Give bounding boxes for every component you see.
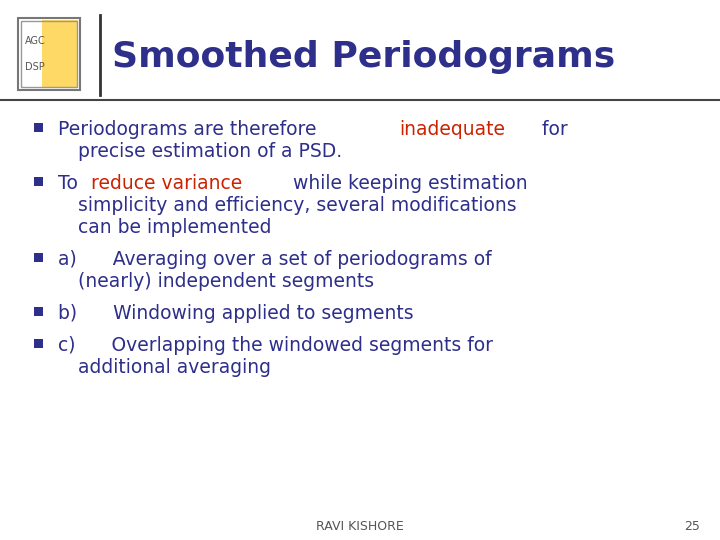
Text: reduce variance: reduce variance xyxy=(91,174,243,193)
Text: while keeping estimation: while keeping estimation xyxy=(287,174,527,193)
Text: Periodograms are therefore: Periodograms are therefore xyxy=(58,120,323,139)
Text: for: for xyxy=(536,120,568,139)
Text: precise estimation of a PSD.: precise estimation of a PSD. xyxy=(78,142,342,161)
Text: To: To xyxy=(58,174,84,193)
Text: 25: 25 xyxy=(684,519,700,532)
Text: a)      Averaging over a set of periodograms of: a) Averaging over a set of periodograms … xyxy=(58,250,492,269)
FancyBboxPatch shape xyxy=(42,20,78,88)
Text: Smoothed Periodograms: Smoothed Periodograms xyxy=(112,40,616,74)
FancyBboxPatch shape xyxy=(34,307,42,316)
Text: simplicity and efficiency, several modifications: simplicity and efficiency, several modif… xyxy=(78,196,517,215)
FancyBboxPatch shape xyxy=(34,339,42,348)
Text: additional averaging: additional averaging xyxy=(78,358,271,377)
Text: c)      Overlapping the windowed segments for: c) Overlapping the windowed segments for xyxy=(58,336,493,355)
FancyBboxPatch shape xyxy=(34,123,42,132)
Text: b)      Windowing applied to segments: b) Windowing applied to segments xyxy=(58,304,413,323)
Text: can be implemented: can be implemented xyxy=(78,218,271,237)
FancyBboxPatch shape xyxy=(34,253,42,262)
Text: DSP: DSP xyxy=(25,62,45,72)
Text: inadequate: inadequate xyxy=(400,120,505,139)
Text: (nearly) independent segments: (nearly) independent segments xyxy=(78,272,374,291)
Text: RAVI KISHORE: RAVI KISHORE xyxy=(316,519,404,532)
FancyBboxPatch shape xyxy=(18,18,80,90)
Text: AGC: AGC xyxy=(25,36,46,46)
FancyBboxPatch shape xyxy=(34,177,42,186)
